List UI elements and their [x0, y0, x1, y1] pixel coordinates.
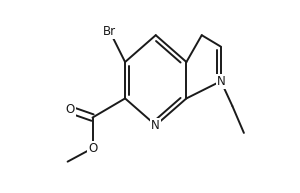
- Text: N: N: [152, 119, 160, 132]
- Text: Br: Br: [103, 25, 116, 38]
- Text: O: O: [88, 142, 97, 155]
- Text: N: N: [217, 75, 225, 88]
- Text: O: O: [66, 103, 75, 116]
